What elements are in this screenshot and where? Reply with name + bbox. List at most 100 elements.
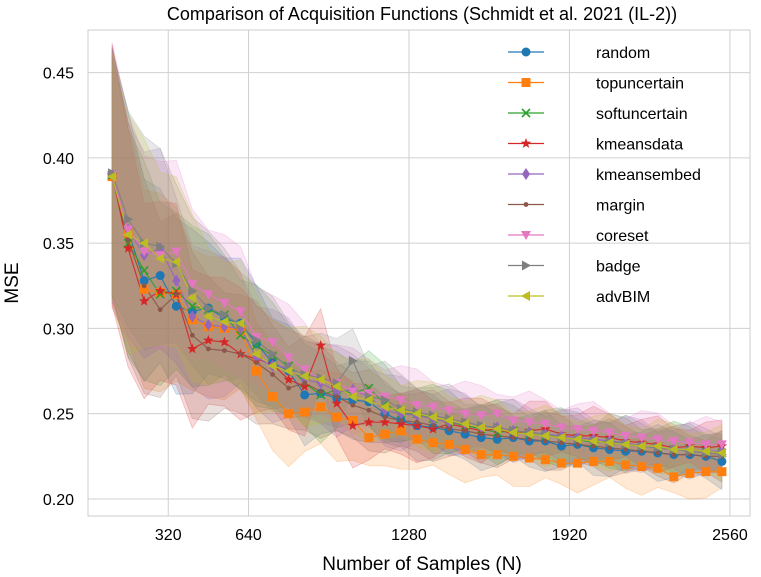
- point-topuncertain: [460, 444, 470, 454]
- point-coreset: [139, 247, 150, 257]
- point-advBIM: [636, 441, 646, 452]
- point-coreset: [636, 433, 647, 443]
- point-margin: [334, 394, 340, 400]
- point-margin: [270, 372, 275, 377]
- point-coreset: [251, 332, 262, 342]
- point-advBIM: [444, 415, 454, 426]
- point-advBIM: [395, 405, 405, 416]
- point-badge: [156, 241, 166, 252]
- point-kmeansdata: [154, 285, 166, 296]
- point-coreset: [620, 431, 631, 441]
- point-margin: [575, 441, 580, 447]
- point-advBIM: [107, 171, 117, 182]
- plot-frame: [87, 29, 751, 517]
- legend-marker-kmeansdata: [520, 138, 532, 148]
- point-coreset: [411, 401, 422, 411]
- point-topuncertain: [685, 468, 695, 478]
- point-margin: [607, 445, 612, 451]
- point-advBIM: [363, 395, 373, 406]
- point-topuncertain: [252, 366, 262, 376]
- point-badge: [204, 302, 214, 313]
- point-topuncertain: [380, 429, 390, 439]
- point-coreset: [476, 411, 487, 421]
- point-topuncertain: [284, 409, 294, 419]
- point-coreset: [588, 426, 599, 436]
- point-topuncertain: [653, 463, 663, 473]
- point-margin: [655, 450, 661, 456]
- legend: random topuncertain softuncertain kmeansdat…: [508, 45, 701, 306]
- point-advBIM: [299, 371, 309, 382]
- point-coreset: [347, 387, 358, 397]
- y-tick-label: 0.40: [43, 151, 74, 168]
- point-badge: [188, 285, 198, 296]
- point-advBIM: [572, 434, 582, 445]
- point-kmeansdata: [187, 343, 198, 354]
- band-random: [111, 48, 723, 491]
- point-margin: [125, 237, 131, 243]
- point-topuncertain: [540, 455, 550, 465]
- legend-marker-badge: [522, 260, 531, 271]
- point-coreset: [155, 251, 166, 261]
- point-kmeansdata: [315, 339, 326, 350]
- point-margin: [478, 431, 484, 437]
- point-kmeansembed: [204, 319, 213, 332]
- point-margin: [366, 407, 372, 413]
- point-coreset: [171, 247, 182, 257]
- point-advBIM: [476, 422, 486, 433]
- point-kmeansdata: [411, 420, 423, 431]
- point-softuncertain: [235, 330, 246, 340]
- point-random: [717, 456, 727, 466]
- point-advBIM: [251, 349, 261, 359]
- point-coreset: [235, 307, 246, 317]
- point-random: [155, 271, 165, 281]
- point-random: [171, 301, 181, 311]
- point-advBIM: [652, 441, 662, 452]
- legend-marker-margin: [523, 202, 529, 207]
- point-topuncertain: [556, 458, 566, 468]
- point-topuncertain: [605, 456, 615, 466]
- x-tick-label: 640: [235, 527, 262, 544]
- point-kmeansdata: [299, 380, 310, 391]
- point-margin: [446, 426, 452, 432]
- point-advBIM: [492, 424, 502, 435]
- point-kmeansdata: [283, 374, 294, 385]
- point-topuncertain: [637, 462, 647, 472]
- point-kmeansdata: [203, 334, 214, 345]
- point-coreset: [556, 423, 567, 433]
- point-kmeansdata: [122, 242, 134, 253]
- point-margin: [222, 348, 227, 353]
- point-topuncertain: [332, 412, 342, 422]
- point-advBIM: [315, 374, 325, 385]
- point-coreset: [219, 298, 230, 308]
- point-margin: [189, 332, 195, 338]
- point-advBIM: [428, 412, 438, 423]
- point-topuncertain: [572, 458, 582, 468]
- y-tick-label: 0.30: [43, 321, 74, 338]
- y-tick-label: 0.25: [43, 407, 74, 424]
- point-coreset: [684, 438, 695, 448]
- point-topuncertain: [621, 460, 631, 470]
- legend-label-coreset: coreset: [596, 228, 649, 245]
- legend-label-kmeansembed: kmeansembed: [596, 167, 701, 184]
- point-kmeansdata: [331, 397, 342, 408]
- point-coreset: [524, 418, 535, 428]
- point-advBIM: [347, 391, 357, 402]
- point-topuncertain: [139, 284, 149, 294]
- point-margin: [414, 419, 420, 425]
- point-topuncertain: [412, 434, 422, 444]
- point-advBIM: [235, 318, 245, 329]
- point-topuncertain: [524, 453, 534, 463]
- point-badge: [252, 335, 262, 346]
- legend-marker-coreset: [521, 231, 531, 240]
- point-margin: [238, 351, 243, 357]
- point-coreset: [604, 428, 615, 438]
- point-badge: [268, 349, 278, 359]
- x-tick-label: 1280: [391, 527, 427, 544]
- legend-label-advBIM: advBIM: [596, 289, 650, 306]
- point-coreset: [652, 435, 663, 445]
- point-margin: [591, 443, 596, 449]
- legend-label-margin: margin: [596, 198, 645, 215]
- band-advBIM: [111, 53, 723, 482]
- point-margin: [398, 418, 404, 423]
- point-topuncertain: [669, 472, 679, 482]
